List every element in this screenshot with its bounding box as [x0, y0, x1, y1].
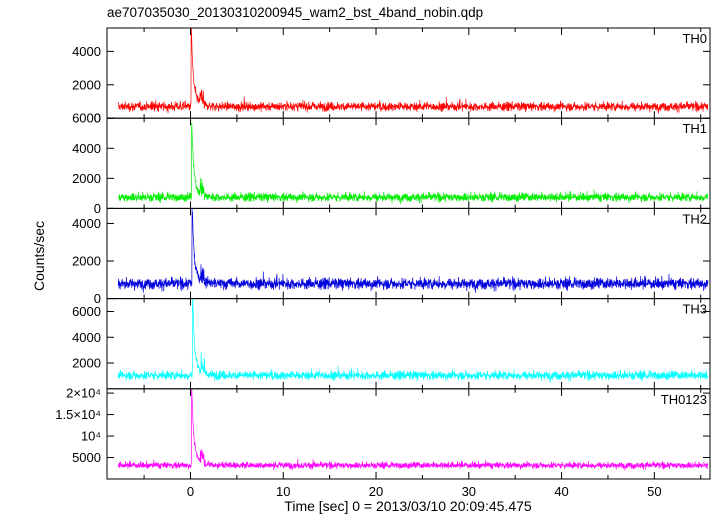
series-line-th1: [117, 122, 709, 205]
y-tick-label: 2000: [72, 171, 101, 186]
series-label-th0123: TH0123: [661, 392, 707, 407]
y-tick-label: 5000: [72, 450, 101, 465]
y-tick-label: 0: [94, 111, 101, 126]
series-label-th3: TH3: [682, 302, 707, 317]
series-line-th0: [117, 27, 709, 114]
y-tick-label: 4000: [72, 141, 101, 156]
x-axis-label: Time [sec] 0 = 2013/03/10 20:09:45.475: [284, 498, 532, 514]
y-tick-label: 0: [94, 201, 101, 216]
series-label-th1: TH1: [682, 121, 707, 136]
y-tick-label: 4000: [72, 330, 101, 345]
series-label-th2: TH2: [682, 211, 707, 226]
panel-frame: [106, 117, 711, 209]
panel-th3: TH3 2000 4000 6000: [72, 298, 711, 390]
series-label-th0: TH0: [682, 31, 707, 46]
y-tick-label: 0: [94, 291, 101, 306]
panel-th0: TH0 0 2000 4000: [72, 27, 711, 126]
panel-th1: TH1 0 2000 4000 6000: [72, 111, 711, 216]
panel-frame: [106, 388, 711, 480]
y-tick-label: 10⁴: [81, 429, 101, 444]
y-tick-label: 6000: [72, 304, 101, 319]
panel-th0123: TH0123 5000 10⁴ 1.5×10⁴ 2×10⁴: [55, 386, 711, 480]
panels: TH0 0 2000 4000 TH1 0 2000 4000 6000 TH2 0 2000 4000…: [55, 27, 711, 480]
series-line-th0123: [117, 388, 709, 471]
y-tick-label: 4000: [72, 216, 101, 231]
x-tick-label: 50: [647, 484, 661, 499]
y-tick-label: 2000: [72, 77, 101, 92]
x-tick-label: 20: [369, 484, 383, 499]
panel-th2: TH2 0 2000 4000: [72, 207, 711, 306]
y-tick-label: 2×10⁴: [66, 386, 101, 401]
y-tick-label: 2000: [72, 254, 101, 269]
panel-frame: [106, 27, 711, 119]
x-axis: 0 10 20 30 40 50: [187, 484, 662, 499]
chart-title: ae707035030_20130310200945_wam2_bst_4ban…: [107, 5, 483, 20]
y-tick-label: 4000: [72, 44, 101, 59]
x-tick-label: 30: [462, 484, 476, 499]
series-line-th3: [117, 298, 709, 383]
y-tick-label: 1.5×10⁴: [55, 407, 101, 422]
y-axis-label: Counts/sec: [31, 221, 47, 291]
x-tick-label: 40: [554, 484, 568, 499]
y-tick-label: 6000: [72, 111, 101, 126]
y-tick-label: 2000: [72, 356, 101, 371]
x-tick-label: 0: [187, 484, 194, 499]
series-line-th2: [117, 208, 709, 293]
x-tick-label: 10: [276, 484, 290, 499]
